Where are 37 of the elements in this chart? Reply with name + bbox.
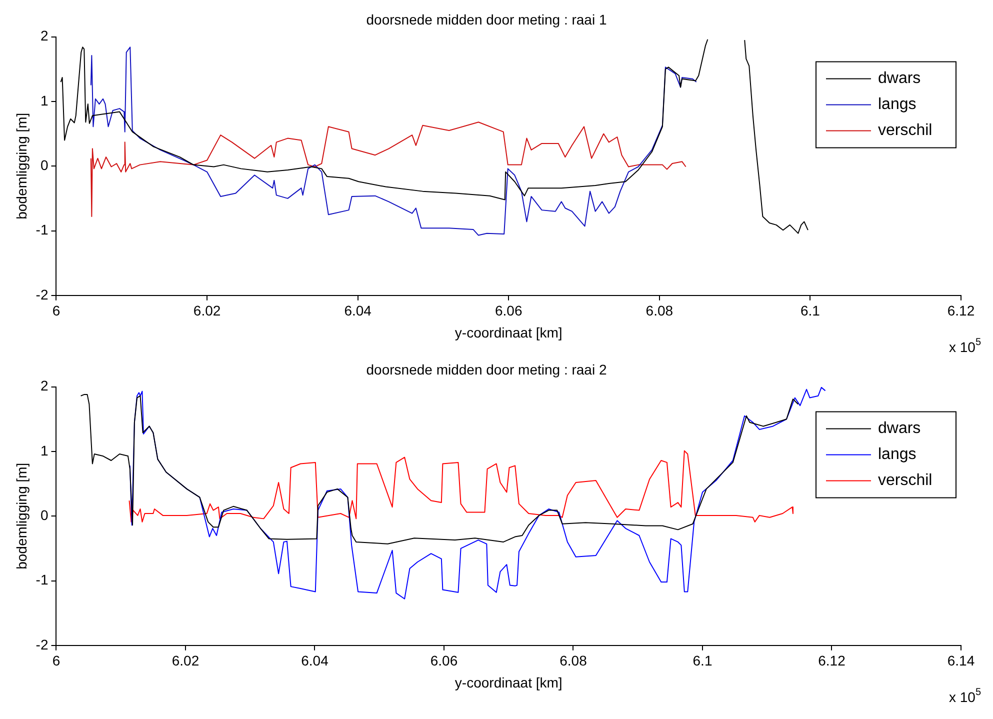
- legend-label: dwars: [878, 420, 921, 438]
- y-tick-label: 0: [40, 156, 48, 173]
- y-tick-label: -1: [36, 572, 48, 588]
- y-axis-title: bodemligging [m]: [13, 462, 30, 570]
- legend-label: verschil: [878, 122, 932, 140]
- y-tick-label: -2: [36, 286, 48, 302]
- legend-label: verschil: [878, 472, 932, 490]
- y-tick-label: 2: [40, 28, 48, 44]
- y-tick-label: -1: [36, 222, 48, 238]
- x-axis-title: y-coordinaat [km]: [454, 674, 562, 690]
- x-tick-label: 6.14: [947, 652, 975, 669]
- x-tick-label: 6.04: [344, 302, 372, 319]
- x-axis-title: y-coordinaat [km]: [454, 324, 562, 340]
- x-tick-label: 6.08: [646, 302, 674, 319]
- x-tick-label: 6.12: [818, 652, 846, 669]
- x-tick-label: 6.12: [947, 302, 975, 319]
- y-tick-label: 1: [40, 442, 48, 458]
- y-tick-label: 0: [40, 506, 48, 523]
- x-tick-label: 6.02: [193, 302, 221, 319]
- x-tick-label: 6.06: [430, 652, 458, 669]
- x-tick-label: 6.02: [172, 652, 200, 669]
- x-tick-label: 6.04: [301, 652, 329, 669]
- y-tick-label: 1: [40, 92, 48, 108]
- y-tick-label: -2: [36, 636, 48, 652]
- x-tick-label: 6.1: [800, 302, 820, 319]
- y-tick-label: 2: [40, 378, 48, 394]
- x-tick-label: 6.06: [495, 302, 522, 319]
- legend-label: langs: [878, 446, 916, 464]
- chart-title: doorsnede midden door meting : raai 1: [366, 11, 607, 28]
- x-tick-label: 6.08: [560, 652, 588, 669]
- y-axis-title: bodemligging [m]: [13, 112, 30, 220]
- x-tick-label: 6: [52, 302, 60, 319]
- chart-title: doorsnede midden door meting : raai 2: [366, 361, 607, 378]
- x-tick-label: 6.1: [692, 652, 712, 669]
- legend-label: langs: [878, 96, 916, 114]
- x-tick-label: 6: [52, 652, 60, 669]
- legend-label: dwars: [878, 70, 921, 88]
